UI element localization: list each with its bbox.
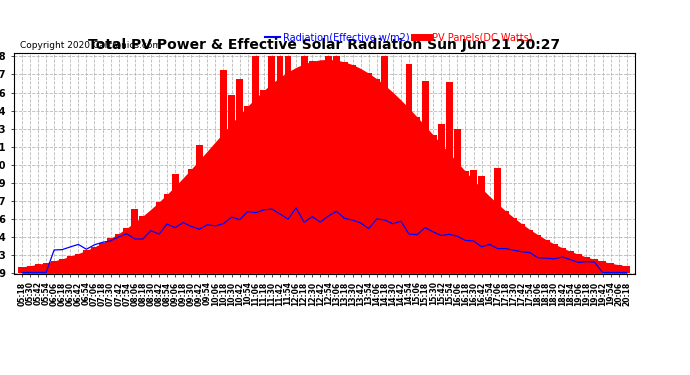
Bar bbox=[124, 228, 130, 273]
Bar bbox=[406, 64, 413, 273]
Bar bbox=[43, 263, 50, 273]
Bar bbox=[478, 176, 485, 273]
Bar bbox=[382, 56, 388, 273]
Bar bbox=[365, 73, 372, 273]
Bar bbox=[148, 225, 155, 273]
Bar bbox=[502, 211, 509, 273]
Bar bbox=[26, 266, 33, 273]
Bar bbox=[293, 98, 299, 273]
Bar bbox=[583, 257, 590, 273]
Bar bbox=[220, 70, 227, 273]
Bar bbox=[309, 61, 315, 273]
Bar bbox=[430, 135, 437, 273]
Bar bbox=[172, 174, 179, 273]
Bar bbox=[607, 263, 614, 273]
Bar bbox=[228, 95, 235, 273]
Bar bbox=[284, 56, 291, 273]
Bar bbox=[301, 56, 308, 273]
Bar bbox=[591, 260, 598, 273]
Bar bbox=[357, 88, 364, 273]
Bar bbox=[236, 79, 243, 273]
Bar bbox=[470, 170, 477, 273]
Bar bbox=[615, 265, 622, 273]
Bar bbox=[317, 145, 324, 273]
Bar bbox=[115, 234, 122, 273]
Bar bbox=[139, 216, 146, 273]
Bar bbox=[131, 209, 138, 273]
Bar bbox=[67, 256, 74, 273]
Text: Copyright 2020 Cartronics.com: Copyright 2020 Cartronics.com bbox=[20, 41, 161, 50]
Bar bbox=[397, 110, 404, 273]
Bar bbox=[204, 190, 210, 273]
Bar bbox=[268, 56, 275, 273]
Bar bbox=[494, 168, 501, 273]
Bar bbox=[511, 217, 518, 273]
Bar bbox=[389, 164, 396, 273]
Bar bbox=[454, 129, 461, 273]
Bar bbox=[599, 261, 606, 273]
Bar bbox=[155, 202, 162, 273]
Bar bbox=[188, 169, 195, 273]
Bar bbox=[623, 266, 630, 273]
Bar bbox=[83, 251, 90, 273]
Bar bbox=[277, 56, 284, 273]
Bar bbox=[99, 243, 106, 273]
Bar bbox=[325, 56, 332, 273]
Bar bbox=[446, 82, 453, 273]
Bar bbox=[196, 145, 203, 273]
Bar bbox=[341, 62, 348, 273]
Bar bbox=[164, 194, 170, 273]
Bar bbox=[59, 259, 66, 273]
Bar bbox=[486, 226, 493, 273]
Bar bbox=[373, 79, 380, 273]
Bar bbox=[179, 186, 186, 273]
Bar bbox=[107, 238, 114, 273]
Bar bbox=[34, 264, 41, 273]
Bar bbox=[526, 230, 533, 273]
Bar bbox=[253, 56, 259, 273]
Bar bbox=[349, 64, 356, 273]
Bar bbox=[535, 235, 542, 273]
Bar bbox=[244, 106, 251, 273]
Bar bbox=[422, 81, 428, 273]
Bar bbox=[212, 213, 219, 273]
Bar bbox=[260, 90, 267, 273]
Bar bbox=[19, 267, 26, 273]
Bar bbox=[50, 261, 57, 273]
Bar bbox=[518, 224, 525, 273]
Legend: Radiation(Effective w/m2), PV Panels(DC Watts): Radiation(Effective w/m2), PV Panels(DC … bbox=[262, 28, 536, 46]
Bar bbox=[542, 240, 549, 273]
Bar bbox=[75, 254, 81, 273]
Bar bbox=[462, 171, 469, 273]
Bar bbox=[567, 251, 573, 273]
Bar bbox=[559, 248, 566, 273]
Bar bbox=[91, 247, 98, 273]
Bar bbox=[551, 244, 558, 273]
Bar bbox=[575, 254, 582, 273]
Title: Total PV Power & Effective Solar Radiation Sun Jun 21 20:27: Total PV Power & Effective Solar Radiati… bbox=[88, 39, 560, 53]
Bar bbox=[413, 117, 420, 273]
Bar bbox=[438, 124, 444, 273]
Bar bbox=[333, 56, 340, 273]
